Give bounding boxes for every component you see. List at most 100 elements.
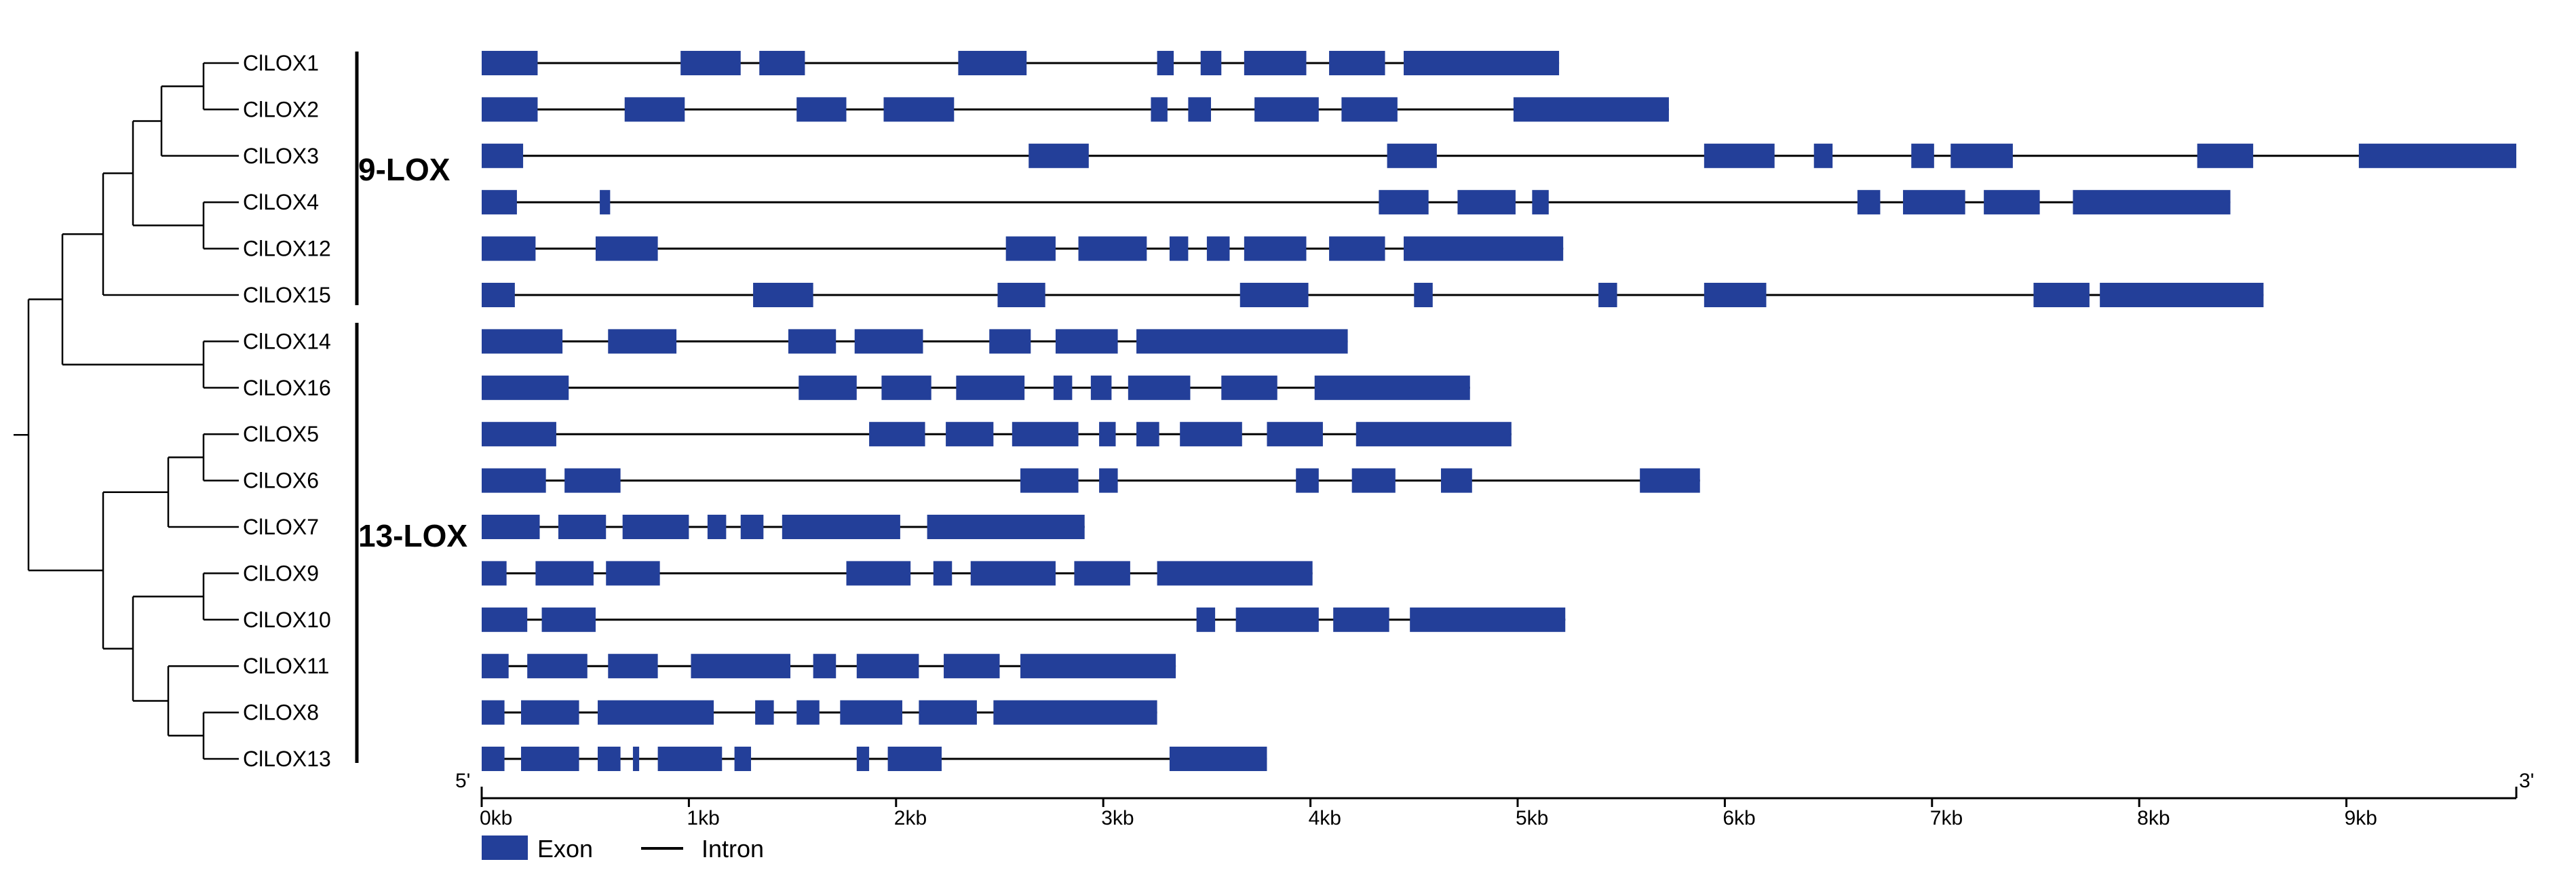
exon-block (1329, 236, 1385, 261)
gene-label-cllox16: ClLOX16 (243, 376, 331, 400)
exon-block (1404, 236, 1564, 261)
exon-block (482, 700, 505, 725)
gene-structure-cllox11 (482, 654, 1176, 679)
gene-structure-cllox15 (482, 283, 2264, 307)
exon-block (482, 283, 515, 307)
five-prime-label: 5' (455, 770, 470, 792)
exon-block (782, 515, 900, 539)
exon-block (1078, 236, 1147, 261)
exon-block (482, 51, 538, 75)
exon-block (869, 422, 925, 447)
exon-block (521, 700, 579, 725)
exon-block (927, 515, 1085, 539)
exon-block (1136, 329, 1348, 354)
group-label-13-lox: 13-LOX (358, 518, 467, 553)
gene-structure-cllox6 (482, 468, 1700, 493)
exon-block (1200, 51, 1222, 75)
exon-block (1157, 51, 1174, 75)
exon-block (1029, 143, 1089, 168)
exon-block (755, 700, 774, 725)
exon-block (856, 654, 919, 679)
exon-block (1169, 236, 1189, 261)
gene-label-cllox5: ClLOX5 (243, 422, 319, 446)
exon-block (1911, 143, 1934, 168)
axis-tick-label: 8kb (2137, 807, 2170, 829)
exon-block (1513, 97, 1669, 122)
exon-block (788, 329, 837, 354)
exon-block (759, 51, 805, 75)
exon-block (1351, 468, 1396, 493)
exon-block (1157, 561, 1313, 586)
exon-block (1296, 468, 1319, 493)
legend: Exon Intron (482, 835, 764, 863)
exon-block (944, 654, 1000, 679)
exon-block (796, 97, 847, 122)
exon-block (1704, 143, 1775, 168)
exon-block (1410, 607, 1566, 632)
exon-block (1239, 283, 1309, 307)
exon-block (956, 375, 1025, 400)
gene-label-cllox6: ClLOX6 (243, 469, 319, 493)
exon-block (1640, 468, 1700, 493)
exon-block (1180, 422, 1242, 447)
exon-block (600, 190, 611, 215)
exon-block (1704, 283, 1767, 307)
gene-structure-cllox5 (482, 422, 1512, 447)
exon-block (482, 468, 546, 493)
exon-block (740, 515, 764, 539)
gene-label-cllox12: ClLOX12 (243, 237, 331, 261)
exon-block (1598, 283, 1617, 307)
exon-block (482, 375, 569, 400)
exon-block (1136, 422, 1159, 447)
scale-axis: 5' 3' 0kb 1kb 2kb 3kb 4kb 5kb 6kb 7kb 8kb 9kb (455, 770, 2534, 829)
exon-block (989, 329, 1031, 354)
exon-block (657, 747, 723, 771)
exon-block (970, 561, 1056, 586)
gene-structure-cllox2 (482, 97, 1669, 122)
axis-tick-label: 7kb (1930, 807, 1963, 829)
exon-block (2073, 190, 2231, 215)
exon-block (881, 375, 931, 400)
gene-label-cllox15: ClLOX15 (243, 283, 331, 307)
group-brackets: 9-LOX 13-LOX (355, 52, 467, 763)
legend-exon-swatch (482, 835, 528, 860)
exon-block (1244, 51, 1307, 75)
gene-label-cllox9: ClLOX9 (243, 561, 319, 585)
exon-block (958, 51, 1027, 75)
exon-block (1053, 375, 1073, 400)
exon-block (482, 236, 536, 261)
exon-block (1404, 51, 1560, 75)
exon-block (1440, 468, 1472, 493)
exon-block (1984, 190, 2040, 215)
gene-structure-cllox3 (482, 143, 2516, 168)
exon-block (1267, 422, 1323, 447)
exon-block (624, 97, 685, 122)
exon-block (608, 329, 677, 354)
exon-block (813, 654, 837, 679)
exon-block (1099, 468, 1118, 493)
exon-block (1329, 51, 1385, 75)
exon-block (632, 747, 640, 771)
axis-tick-label: 0kb (480, 807, 512, 829)
gene-structure-cllox1 (482, 51, 1560, 75)
gene-label-cllox1: ClLOX1 (243, 51, 319, 75)
exon-block (482, 654, 509, 679)
exon-block (854, 329, 923, 354)
exon-block (482, 561, 507, 586)
gene-structure-cllox12 (482, 236, 1564, 261)
exon-block (1857, 190, 1881, 215)
exon-block (482, 97, 538, 122)
exon-block (598, 700, 714, 725)
exon-block (1196, 607, 1216, 632)
gene-structure-cllox7 (482, 515, 1085, 539)
phylogenetic-tree (14, 62, 239, 760)
exon-block (946, 422, 994, 447)
exon-block (2197, 143, 2254, 168)
gene-label-cllox10: ClLOX10 (243, 608, 331, 632)
exon-block (1903, 190, 1965, 215)
gene-label-cllox4: ClLOX4 (243, 190, 319, 214)
exon-block (1055, 329, 1118, 354)
axis-ticks: 0kb 1kb 2kb 3kb 4kb 5kb 6kb 7kb 8kb 9kb (480, 798, 2377, 829)
gene-label-cllox13: ClLOX13 (243, 747, 331, 771)
group-label-9-lox: 9-LOX (358, 152, 450, 187)
